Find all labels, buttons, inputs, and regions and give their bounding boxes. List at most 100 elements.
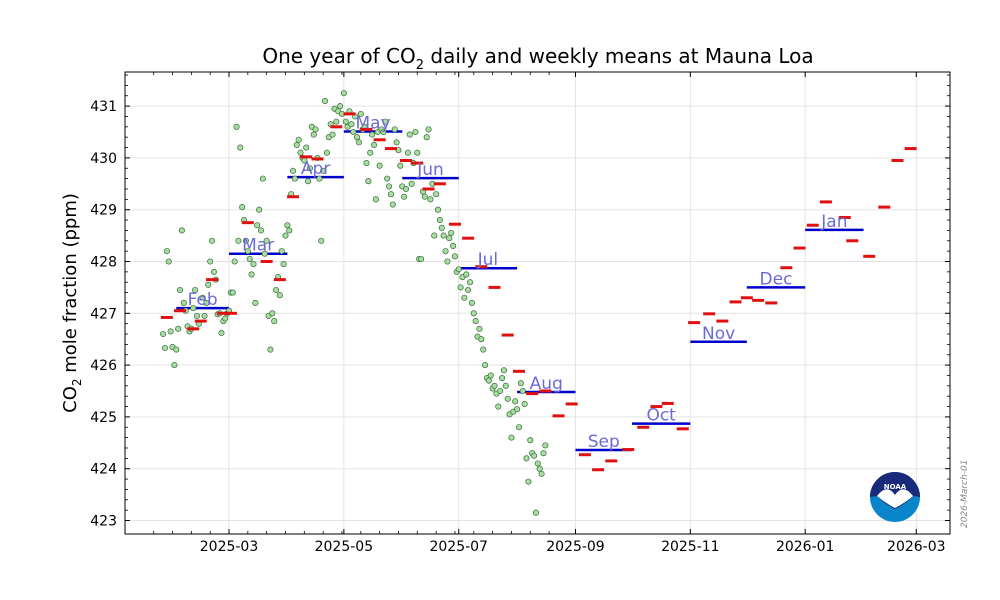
chart-title: One year of CO2 daily and weekly means a… — [262, 44, 813, 73]
daily-point — [250, 261, 257, 268]
daily-point — [542, 442, 549, 449]
daily-point — [414, 149, 421, 156]
daily-point — [423, 134, 430, 141]
daily-point — [525, 478, 532, 485]
x-tick-label: 2025-05 — [315, 539, 374, 555]
daily-point — [231, 258, 238, 265]
daily-point — [376, 162, 383, 169]
daily-point — [207, 258, 214, 265]
month-label: May — [355, 113, 390, 133]
daily-point — [244, 248, 251, 255]
daily-point — [457, 284, 464, 291]
daily-point — [320, 167, 327, 174]
daily-point — [466, 279, 474, 286]
daily-point — [517, 380, 524, 387]
daily-point — [476, 325, 483, 332]
daily-point — [210, 268, 217, 275]
month-label: Apr — [301, 159, 330, 179]
daily-point — [263, 237, 270, 244]
daily-point — [306, 165, 314, 172]
daily-point — [276, 292, 283, 299]
daily-point — [316, 175, 323, 182]
x-tick-label: 2025-07 — [429, 539, 488, 555]
month-label: Aug — [530, 374, 563, 394]
daily-point — [380, 128, 387, 136]
daily-point — [523, 455, 530, 462]
daily-point — [176, 286, 184, 294]
daily-point — [350, 128, 357, 136]
daily-point — [508, 434, 515, 441]
daily-point — [540, 450, 547, 457]
daily-point — [534, 460, 541, 467]
daily-point — [229, 289, 236, 296]
ticks-layer: 423 424 425 426 427 428 429 430 431 2025-03 2025-0… — [90, 72, 950, 555]
daily-point — [387, 191, 394, 198]
month-label: Oct — [646, 406, 676, 426]
daily-point — [278, 248, 285, 255]
daily-point — [412, 128, 419, 136]
daily-point — [472, 318, 479, 325]
daily-point — [433, 191, 440, 198]
daily-point — [450, 242, 457, 250]
month-label: Sep — [588, 432, 620, 452]
daily-point — [271, 318, 278, 325]
daily-point — [491, 382, 498, 389]
daily-point — [448, 229, 455, 237]
daily-point — [521, 400, 528, 408]
x-tick-label: 2026-01 — [776, 539, 835, 555]
daily-point — [254, 222, 261, 229]
daily-point — [233, 123, 240, 130]
daily-point — [482, 362, 489, 369]
daily-point — [514, 406, 521, 413]
month-label: Dec — [760, 269, 793, 289]
noaa-logo: NOAA — [870, 472, 920, 522]
daily-point — [365, 178, 372, 185]
daily-point — [286, 227, 293, 234]
y-tick-label: 428 — [90, 255, 117, 271]
daily-point — [310, 131, 317, 138]
daily-point — [291, 175, 298, 182]
noaa-logo-text: NOAA — [884, 483, 907, 491]
daily-point — [297, 149, 304, 156]
daily-point — [408, 180, 415, 187]
daily-point — [500, 367, 507, 374]
daily-point — [480, 346, 487, 353]
daily-point — [192, 286, 199, 294]
daily-point — [284, 222, 291, 229]
y-tick-label: 427 — [90, 306, 117, 322]
month-label: Jul — [477, 250, 499, 270]
daily-point — [495, 403, 502, 410]
daily-point — [461, 294, 468, 301]
daily-point — [382, 118, 389, 125]
y-tick-label: 424 — [90, 462, 117, 478]
y-tick-label: 430 — [90, 151, 117, 167]
daily-point — [463, 271, 470, 278]
daily-point — [386, 183, 393, 190]
daily-point — [530, 452, 538, 459]
y-tick-label: 426 — [90, 358, 117, 374]
daily-point — [440, 232, 447, 239]
daily-point — [175, 325, 182, 332]
daily-point — [401, 193, 408, 200]
daily-point — [180, 299, 187, 306]
daily-point — [280, 261, 287, 268]
x-tick-label: 2025-03 — [200, 539, 259, 555]
daily-point — [487, 372, 494, 379]
x-tick-label: 2026-03 — [887, 539, 946, 555]
daily-point — [427, 196, 434, 203]
daily-point — [465, 286, 472, 294]
daily-point — [252, 299, 259, 306]
daily-point — [363, 160, 370, 167]
daily-point — [293, 141, 300, 149]
daily-point — [357, 110, 364, 117]
daily-point — [498, 374, 506, 382]
daily-point — [438, 224, 445, 231]
daily-point — [372, 196, 379, 203]
daily-point — [312, 126, 319, 133]
daily-point — [370, 141, 378, 149]
daily-point — [305, 178, 312, 185]
daily-point — [515, 424, 523, 431]
daily-point — [425, 126, 432, 133]
